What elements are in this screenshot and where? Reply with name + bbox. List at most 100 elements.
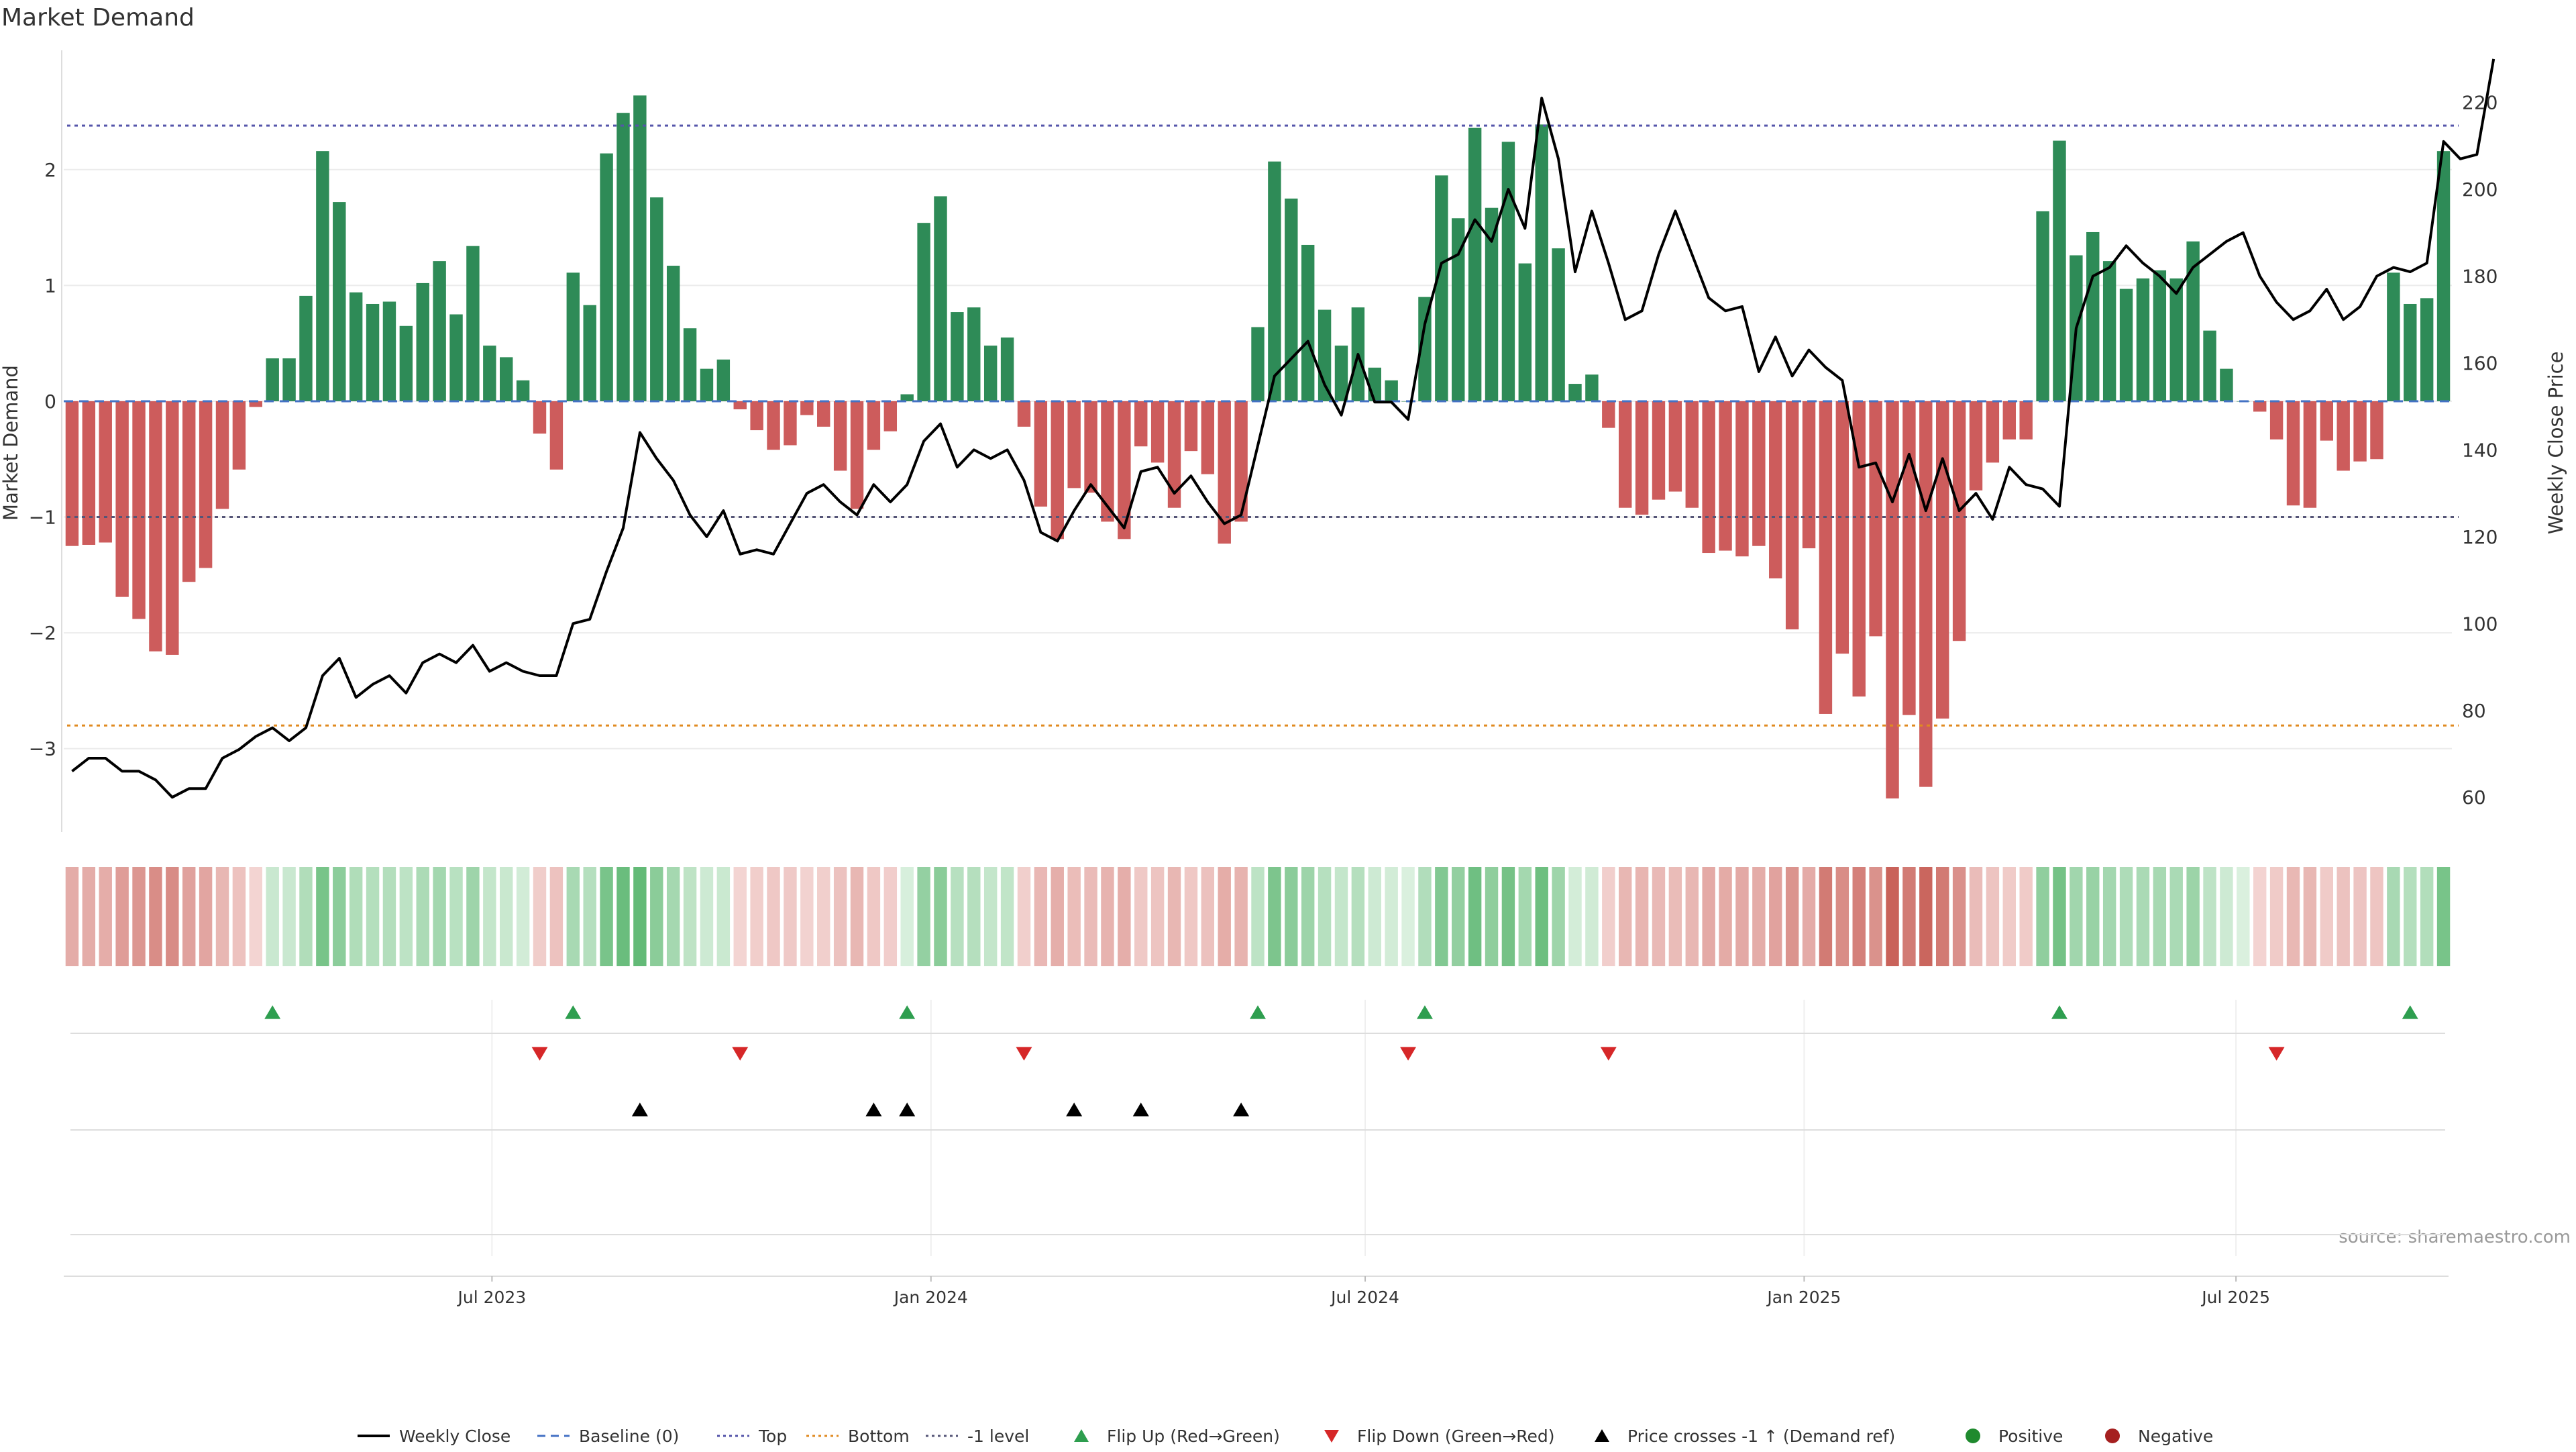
heatmap-cell: [1702, 867, 1715, 966]
heatmap-cell: [282, 867, 296, 966]
demand-bar: [2404, 303, 2417, 401]
heatmap-cell: [566, 867, 580, 966]
demand-bar: [784, 401, 797, 446]
demand-bar: [566, 272, 580, 401]
heatmap-cell: [232, 867, 246, 966]
legend-swatch-circle: [1966, 1429, 1980, 1443]
demand-bar: [115, 401, 129, 597]
demand-bar: [1535, 124, 1548, 401]
price-cross-marker: [1233, 1102, 1250, 1117]
x-tick-label: Jan 2025: [1766, 1288, 1841, 1307]
demand-bar: [1852, 401, 1866, 697]
x-tick-label: Jul 2023: [457, 1288, 527, 1307]
demand-bar: [1251, 327, 1265, 401]
demand-bar: [1886, 401, 1899, 798]
y-tick-label: 1: [44, 274, 56, 297]
demand-bar: [1485, 207, 1499, 401]
demand-bar: [2320, 401, 2333, 441]
heatmap-cell: [1602, 867, 1615, 966]
demand-bar: [1150, 401, 1165, 463]
demand-bar: [1334, 346, 1348, 401]
demand-bar: [1752, 401, 1766, 546]
y2-tick-label: 200: [2462, 178, 2498, 201]
heatmap-cell: [2086, 867, 2100, 966]
heatmap-cell: [516, 867, 530, 966]
reference-lines: [64, 124, 2459, 727]
y2-tick-label: 120: [2462, 526, 2498, 548]
heatmap-cell: [1902, 867, 1916, 966]
demand-bar: [1935, 401, 1949, 719]
legend-item: Top: [717, 1427, 787, 1446]
demand-bar: [800, 401, 814, 415]
demand-bar: [2353, 401, 2367, 462]
heatmap-cell: [1452, 867, 1465, 966]
demand-bar: [349, 292, 363, 401]
heatmap-cell: [149, 867, 162, 966]
legend-item: Weekly Close: [358, 1427, 511, 1446]
legend-item: Baseline (0): [537, 1427, 679, 1446]
heatmap-cell: [399, 867, 413, 966]
legend-label: Positive: [1998, 1427, 2063, 1446]
heatmap-cell: [433, 867, 446, 966]
demand-bar: [2086, 231, 2100, 401]
demand-bar: [1084, 401, 1097, 493]
demand-bar: [399, 325, 413, 401]
heatmap-cell: [349, 867, 363, 966]
y-axis-ticks: 2 1 0 −1 −2 −3: [29, 159, 56, 760]
heatmap-cell: [1869, 867, 1882, 966]
price-cross-marker: [865, 1102, 882, 1117]
heatmap-cell: [883, 867, 898, 966]
heatmap-cell: [2420, 867, 2434, 966]
price-line-layer: [71, 58, 2496, 799]
demand-bar: [466, 246, 480, 401]
demand-bar: [232, 401, 246, 470]
heatmap-cell: [2320, 867, 2333, 966]
flip-down-marker: [1400, 1047, 1417, 1061]
demand-bar: [1785, 401, 1799, 629]
heatmap-cell: [1118, 867, 1131, 966]
price-cross-marker: [899, 1102, 916, 1117]
heatmap-cell: [1719, 867, 1732, 966]
legend-swatch-triangle-down: [1324, 1430, 1339, 1443]
price-cross-marker: [631, 1102, 648, 1117]
y2-axis-ticks: 220 200 180 160 140 120 100 80 60: [2462, 92, 2498, 809]
heatmap-cell: [2153, 867, 2167, 966]
demand-bar: [1000, 338, 1014, 401]
demand-bar: [1368, 367, 1381, 401]
heatmap-cell: [1485, 867, 1499, 966]
demand-bar: [1952, 401, 1966, 641]
heatmap-cell: [867, 867, 881, 966]
legend-label: Price crosses -1 ↑ (Demand ref): [1627, 1427, 1895, 1446]
heatmap-cell: [416, 867, 429, 966]
demand-bar: [1268, 161, 1281, 401]
heatmap-cell: [1668, 867, 1682, 966]
demand-bar: [2253, 401, 2267, 412]
demand-bar: [366, 303, 380, 401]
demand-bar: [967, 307, 981, 401]
legend: Weekly Close Baseline (0) Top Bottom -1 leve…: [358, 1427, 2213, 1446]
demand-bar: [2203, 330, 2216, 401]
heatmap-cell: [2036, 867, 2049, 966]
demand-bar: [65, 401, 79, 546]
demand-bar: [2269, 401, 2284, 439]
heatmap-cell: [1819, 867, 1833, 966]
demand-bar: [99, 401, 112, 543]
flip-up-marker: [899, 1005, 916, 1019]
heatmap-cell: [1268, 867, 1281, 966]
demand-bar: [817, 401, 830, 427]
legend-item: Flip Down (Green→Red): [1324, 1427, 1555, 1446]
price-cross-marker: [1132, 1102, 1149, 1117]
heatmap-cell: [2303, 867, 2317, 966]
legend-item: Price crosses -1 ↑ (Demand ref): [1595, 1427, 1895, 1446]
demand-bar: [1134, 401, 1148, 447]
demand-bar: [867, 401, 881, 450]
demand-bar: [1385, 380, 1398, 401]
demand-bar: [2102, 261, 2116, 401]
heatmap-cell: [2102, 867, 2116, 966]
event-panels: [64, 1005, 2449, 1277]
heatmap-cell: [1234, 867, 1248, 966]
flip-up-marker: [565, 1005, 582, 1019]
demand-bar: [1719, 401, 1732, 551]
heatmap-cell: [1251, 867, 1265, 966]
heatmap-cell: [533, 867, 547, 966]
